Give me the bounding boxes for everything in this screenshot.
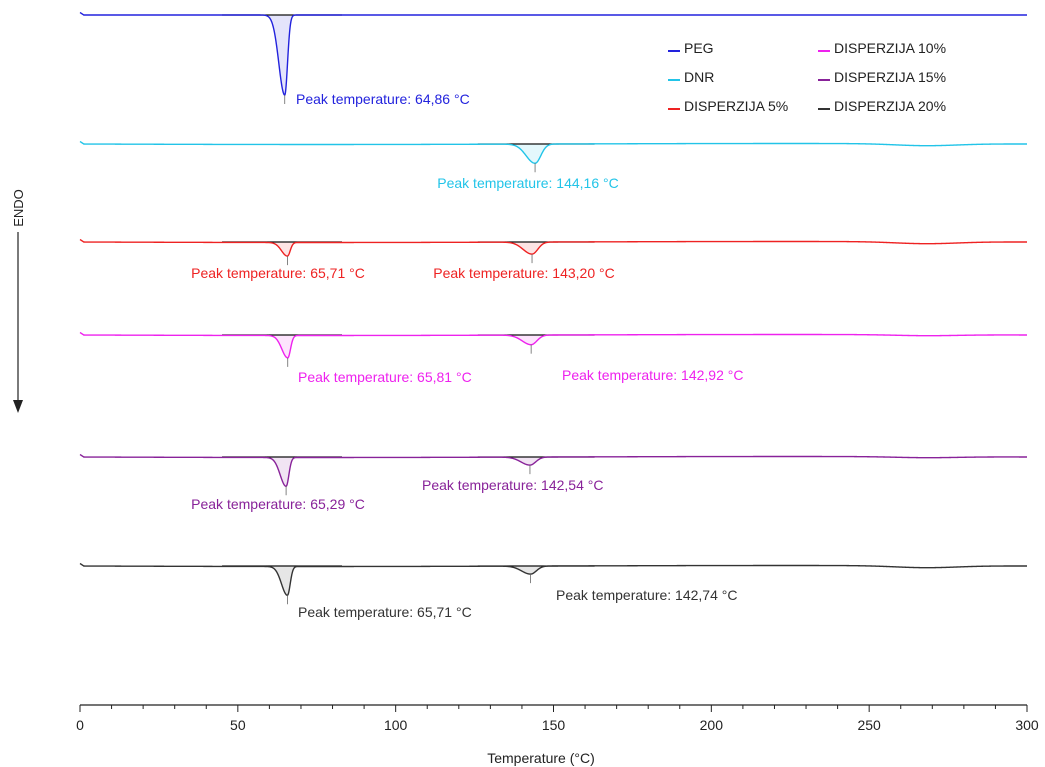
x-tick-label: 200 [700, 717, 724, 733]
peak-area [270, 335, 306, 358]
endo-label: ENDO [11, 189, 26, 227]
x-tick-label: 300 [1015, 717, 1039, 733]
x-axis-title: Temperature (°C) [487, 750, 595, 766]
x-axis: 0 50 100 150 200 250 300 [76, 704, 1039, 733]
peak-temperature-label: Peak temperature: 142,92 °C [562, 367, 743, 383]
legend-label: DISPERZIJA 5% [684, 98, 788, 114]
legend-label: PEG [684, 40, 714, 56]
trace-disperzija-10: Peak temperature: 65,81 °C Peak temperatu… [79, 331, 1028, 385]
peak-temperature-label: Peak temperature: 143,20 °C [433, 265, 614, 281]
peak-temperature-label: Peak temperature: 144,16 °C [437, 175, 618, 191]
peak-area [501, 335, 562, 345]
legend-label: DNR [684, 69, 714, 85]
peak-temperature-label: Peak temperature: 65,71 °C [191, 265, 365, 281]
legend-item: DISPERZIJA 10% [818, 40, 946, 56]
peak-area [505, 144, 566, 164]
legend-item: DISPERZIJA 20% [818, 98, 946, 114]
peak-temperature-label: Peak temperature: 65,29 °C [191, 496, 365, 512]
peak-area [270, 566, 305, 596]
legend-item: DNR [668, 69, 714, 85]
legend-item: DISPERZIJA 15% [818, 69, 946, 85]
trace-line [79, 562, 1027, 597]
peak-area [267, 15, 303, 95]
endo-indicator: ENDO [11, 189, 26, 413]
trace-dnr: Peak temperature: 144,16 °C [79, 140, 1027, 191]
peak-temperature-label: Peak temperature: 64,86 °C [296, 91, 470, 107]
legend: PEG DNR DISPERZIJA 5% DISPERZIJA 10% DISPERZ… [668, 40, 946, 114]
peak-temperature-label: Peak temperature: 142,54 °C [422, 477, 603, 493]
legend-label: DISPERZIJA 15% [834, 69, 946, 85]
trace-disperzija-5: Peak temperature: 65,71 °C Peak temperatu… [79, 238, 1027, 281]
trace-disperzija-20: Peak temperature: 65,71 °C Peak temperatu… [79, 562, 1027, 620]
legend-item: PEG [668, 40, 714, 56]
trace-line [79, 453, 1028, 488]
peak-area [268, 457, 304, 487]
x-tick-label: 50 [230, 717, 246, 733]
trace-peg: Peak temperature: 64,86 °C [79, 11, 1027, 107]
legend-item: DISPERZIJA 5% [668, 98, 788, 114]
trace-disperzija-15: Peak temperature: 65,29 °C Peak temperatu… [79, 453, 1028, 512]
x-tick-label: 0 [76, 717, 84, 733]
trace-line [79, 11, 1027, 96]
thermogram-traces: Peak temperature: 64,86 °C Peak temperatu… [79, 11, 1028, 620]
trace-line [79, 238, 1027, 257]
x-tick-label: 250 [857, 717, 881, 733]
peak-temperature-label: Peak temperature: 65,81 °C [298, 369, 472, 385]
x-tick-label: 100 [384, 717, 408, 733]
peak-temperature-label: Peak temperature: 142,74 °C [556, 587, 737, 603]
peak-area [502, 242, 562, 255]
legend-label: DISPERZIJA 20% [834, 98, 946, 114]
trace-line [79, 140, 1027, 164]
legend-label: DISPERZIJA 10% [834, 40, 946, 56]
endo-arrow-head [13, 400, 23, 413]
x-tick-label: 150 [542, 717, 566, 733]
peak-area [270, 242, 305, 257]
peak-temperature-label: Peak temperature: 65,71 °C [298, 604, 472, 620]
trace-line [79, 331, 1028, 359]
